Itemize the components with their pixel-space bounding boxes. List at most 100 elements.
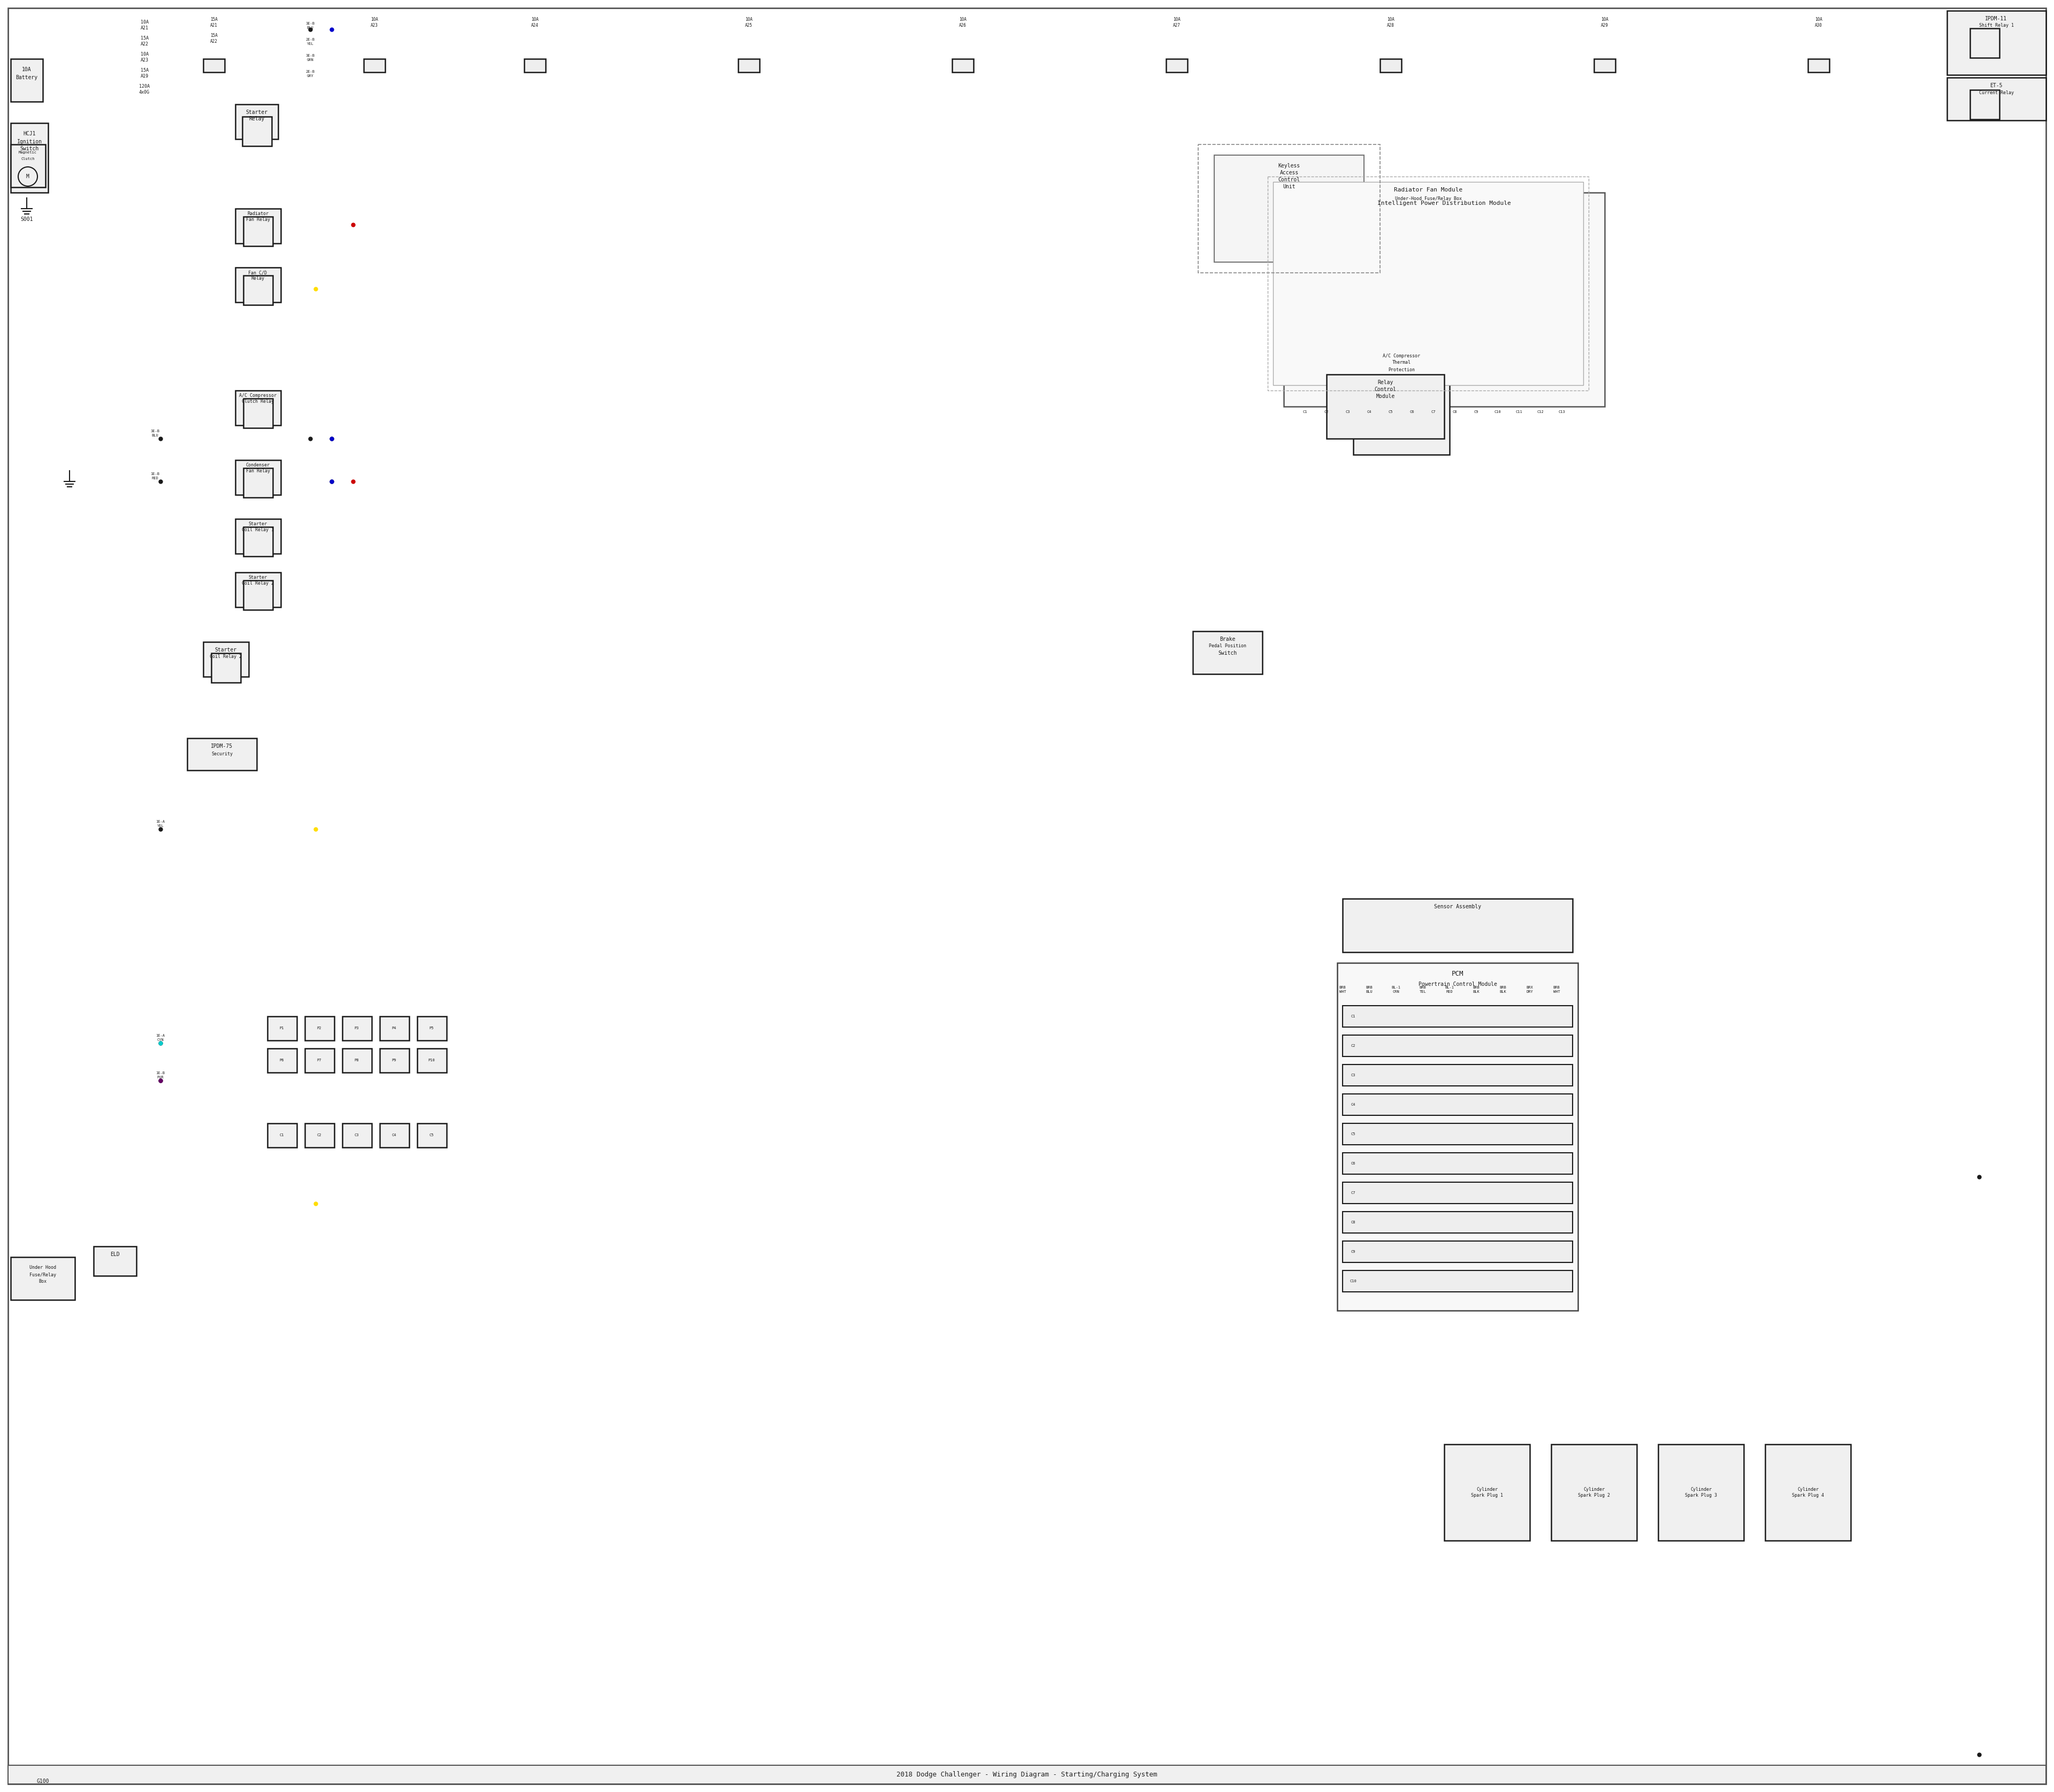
Text: Brake: Brake bbox=[1220, 636, 1234, 642]
Text: A/C Compressor
Clutch Relay: A/C Compressor Clutch Relay bbox=[238, 392, 277, 403]
Text: Starter: Starter bbox=[246, 109, 267, 115]
Bar bbox=[417, 1124, 446, 1147]
Text: C4: C4 bbox=[1368, 410, 1372, 414]
Text: 10A
A25: 10A A25 bbox=[746, 18, 752, 27]
Bar bbox=[1947, 11, 2046, 75]
Bar bbox=[417, 1016, 446, 1041]
Bar bbox=[10, 124, 47, 192]
Text: P7: P7 bbox=[316, 1059, 322, 1063]
Bar bbox=[10, 1256, 74, 1299]
Text: Thermal: Thermal bbox=[1393, 360, 1411, 366]
Bar bbox=[737, 59, 760, 72]
Bar bbox=[10, 59, 43, 102]
Text: Box: Box bbox=[39, 1279, 47, 1285]
Text: Intelligent Power Distribution Module: Intelligent Power Distribution Module bbox=[1378, 201, 1512, 206]
Text: BL-1
RED: BL-1 RED bbox=[1446, 986, 1454, 993]
Text: 15A
A21: 15A A21 bbox=[210, 18, 218, 27]
Bar bbox=[10, 145, 45, 186]
Text: 2E-B
GRY: 2E-B GRY bbox=[306, 70, 314, 77]
Bar bbox=[1214, 156, 1364, 262]
Bar bbox=[304, 1016, 335, 1041]
Bar bbox=[1284, 192, 1604, 407]
Text: 10A
A29: 10A A29 bbox=[1600, 18, 1608, 27]
Text: C1: C1 bbox=[279, 1134, 283, 1136]
Text: BRB
WHT: BRB WHT bbox=[1339, 986, 1345, 993]
Text: P4: P4 bbox=[392, 1027, 396, 1030]
Text: C9: C9 bbox=[1475, 410, 1479, 414]
Bar bbox=[304, 1048, 335, 1073]
Text: C6: C6 bbox=[1352, 1161, 1356, 1165]
Bar bbox=[1970, 90, 1999, 120]
Text: 1E-B
PUR: 1E-B PUR bbox=[156, 1072, 164, 1079]
Text: Cylinder
Spark Plug 4: Cylinder Spark Plug 4 bbox=[1791, 1487, 1824, 1498]
Text: P2: P2 bbox=[316, 1027, 322, 1030]
Bar bbox=[1551, 1444, 1637, 1541]
Text: BRB
WHT: BRB WHT bbox=[1553, 986, 1559, 993]
Text: A/C Compressor: A/C Compressor bbox=[1382, 353, 1419, 358]
Text: G100: G100 bbox=[37, 1779, 49, 1785]
Bar bbox=[1444, 1444, 1530, 1541]
Text: Under-Hood Fuse/Relay Box: Under-Hood Fuse/Relay Box bbox=[1395, 197, 1462, 201]
Text: BL-1
CRN: BL-1 CRN bbox=[1391, 986, 1401, 993]
Text: Magnetic: Magnetic bbox=[18, 151, 37, 154]
Text: 3E-B
BLU: 3E-B BLU bbox=[150, 430, 160, 437]
Text: IPDM-11: IPDM-11 bbox=[1986, 16, 2007, 22]
Bar bbox=[1658, 1444, 1744, 1541]
Bar bbox=[203, 59, 224, 72]
Bar bbox=[1193, 631, 1263, 674]
Bar bbox=[1343, 1005, 1573, 1027]
Text: 10A
A23: 10A A23 bbox=[140, 52, 148, 63]
Text: 10A
A23: 10A A23 bbox=[370, 18, 378, 27]
Text: C10: C10 bbox=[1495, 410, 1501, 414]
Text: Condenser
Fan Relay: Condenser Fan Relay bbox=[246, 462, 269, 473]
Text: C8: C8 bbox=[1452, 410, 1456, 414]
Text: C3: C3 bbox=[1352, 1073, 1356, 1077]
Text: 3E-B
BLU: 3E-B BLU bbox=[306, 22, 314, 29]
Text: PCM: PCM bbox=[1452, 969, 1465, 977]
Text: 15A
A22: 15A A22 bbox=[140, 36, 148, 47]
Text: Fuse/Relay: Fuse/Relay bbox=[29, 1272, 55, 1278]
Bar bbox=[1327, 375, 1444, 439]
Bar bbox=[380, 1048, 409, 1073]
Bar bbox=[1354, 348, 1450, 455]
Bar bbox=[242, 217, 273, 246]
Bar bbox=[242, 276, 273, 305]
Bar bbox=[1343, 1152, 1573, 1174]
Bar bbox=[236, 520, 281, 554]
Text: C11: C11 bbox=[1516, 410, 1522, 414]
Bar bbox=[242, 398, 273, 428]
Text: P3: P3 bbox=[355, 1027, 359, 1030]
Bar bbox=[1947, 77, 2046, 120]
Text: C2: C2 bbox=[1352, 1045, 1356, 1047]
Bar bbox=[1343, 1183, 1573, 1204]
Text: C3: C3 bbox=[355, 1134, 359, 1136]
Bar bbox=[343, 1048, 372, 1073]
Text: 15A
A22: 15A A22 bbox=[210, 34, 218, 43]
Bar bbox=[1380, 59, 1401, 72]
Bar bbox=[267, 1048, 298, 1073]
Bar bbox=[380, 1124, 409, 1147]
Bar bbox=[1343, 1271, 1573, 1292]
Text: Pedal Position: Pedal Position bbox=[1210, 643, 1247, 649]
Text: BRX
DRY: BRX DRY bbox=[1526, 986, 1532, 993]
Bar bbox=[1343, 1064, 1573, 1086]
Text: C2: C2 bbox=[1325, 410, 1329, 414]
Text: P5: P5 bbox=[429, 1027, 433, 1030]
Text: 10A
A27: 10A A27 bbox=[1173, 18, 1181, 27]
Text: Under Hood: Under Hood bbox=[29, 1265, 55, 1271]
Text: 15A
A19: 15A A19 bbox=[140, 68, 148, 79]
Text: ELD: ELD bbox=[111, 1253, 119, 1256]
Text: P9: P9 bbox=[392, 1059, 396, 1063]
Bar bbox=[8, 1765, 2046, 1785]
Text: C8: C8 bbox=[1352, 1220, 1356, 1224]
Bar bbox=[267, 1124, 298, 1147]
Bar bbox=[1343, 1093, 1573, 1115]
Text: BRB
BLU: BRB BLU bbox=[1366, 986, 1372, 993]
Text: Switch: Switch bbox=[1218, 650, 1237, 656]
Text: Security: Security bbox=[212, 753, 232, 756]
Text: C5: C5 bbox=[429, 1134, 433, 1136]
Text: 2018 Dodge Challenger - Wiring Diagram - Starting/Charging System: 2018 Dodge Challenger - Wiring Diagram -… bbox=[898, 1772, 1156, 1778]
Text: C7: C7 bbox=[1352, 1192, 1356, 1195]
Text: Unit: Unit bbox=[1284, 185, 1296, 190]
Text: Starter
Coil Relay 2: Starter Coil Relay 2 bbox=[242, 575, 273, 586]
